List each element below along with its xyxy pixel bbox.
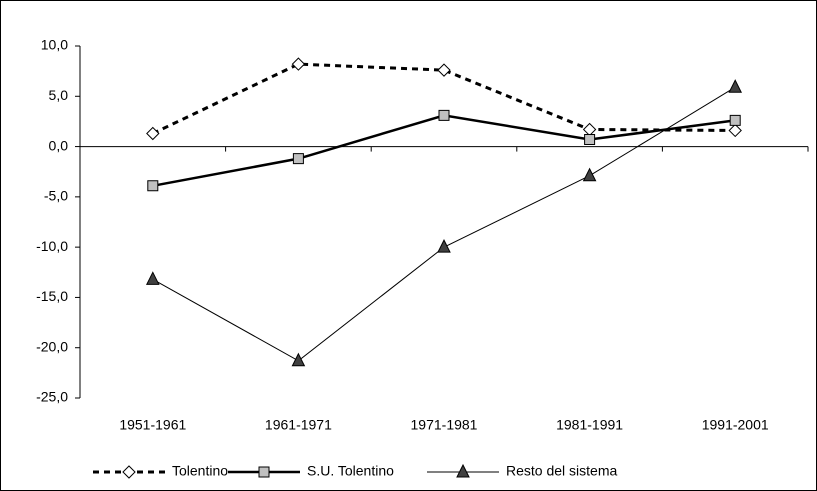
legend-marker [122,465,136,479]
x-tick-label: 1971-1981 [411,417,478,433]
legend-marker [258,466,270,478]
x-tick-label: 1981-1991 [556,417,623,433]
data-point [582,167,597,182]
data-point [292,153,304,165]
y-tick-label: -10,0 [36,238,68,254]
y-tick-label: 5,0 [49,87,69,103]
x-tick-label: 1961-1971 [265,417,332,433]
x-tick-label: 1991-2001 [702,417,769,433]
data-point [728,123,742,138]
data-point [584,134,596,146]
data-point [437,63,451,77]
legend-label: Tolentino [172,463,228,479]
legend-label: Resto del sistema [506,463,617,479]
y-tick-label: 0,0 [49,137,69,153]
data-point [147,180,159,192]
data-point [729,114,741,126]
data-point [437,239,451,253]
y-tick-label: -20,0 [36,338,68,354]
data-point [438,109,450,121]
x-tick-label: 1951-1961 [119,417,186,433]
data-point [146,126,160,141]
legend-marker [456,463,470,478]
data-point [291,57,306,71]
y-tick-label: 10,0 [41,37,68,53]
y-tick-label: -5,0 [44,188,68,204]
legend-label: S.U. Tolentino [307,463,394,479]
y-tick-label: -25,0 [36,389,68,405]
data-point [291,352,306,367]
data-point [728,79,743,93]
data-point [145,271,160,285]
y-tick-label: -15,0 [36,288,68,304]
